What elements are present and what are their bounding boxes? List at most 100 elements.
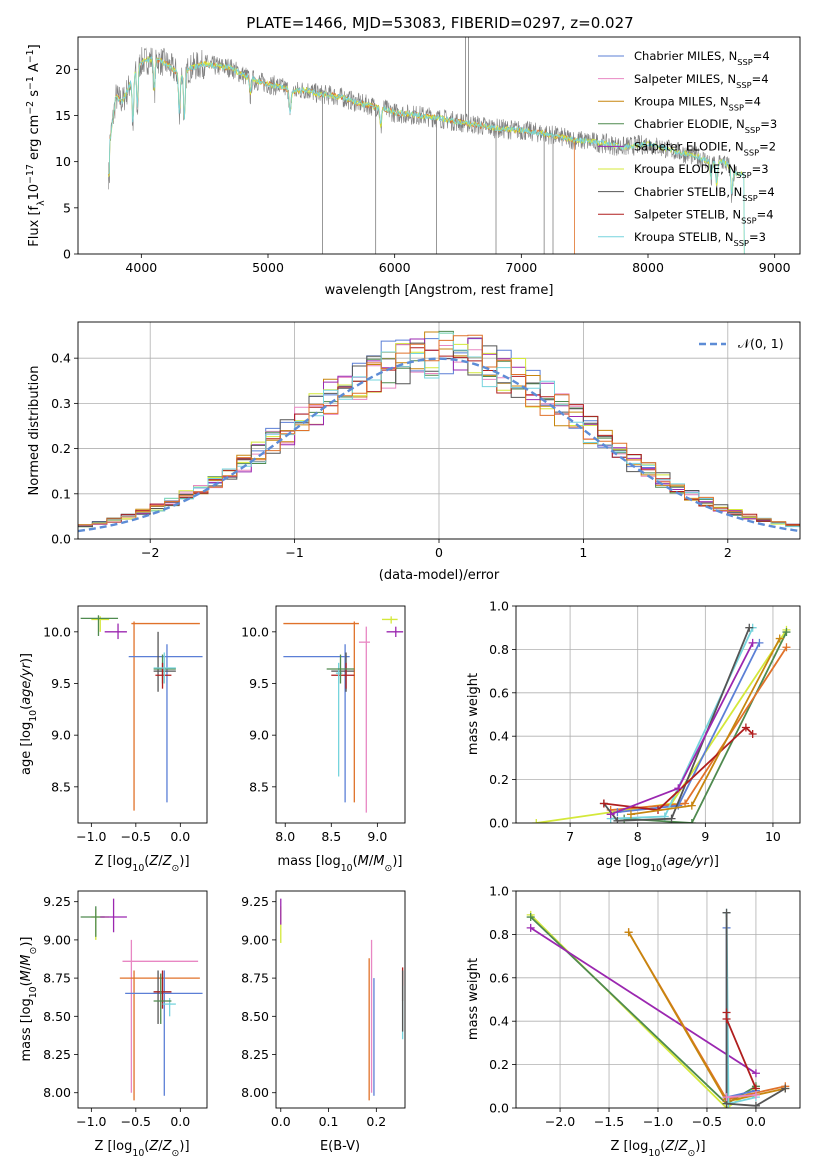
- axes-frame: [275, 890, 406, 1109]
- plot-area: [283, 616, 404, 813]
- legend-label: 𝒩(0, 1): [738, 336, 784, 351]
- axes-frame: [77, 36, 801, 255]
- x-axis-label: (data-model)/error: [379, 568, 500, 583]
- model-spectrum-line: [108, 56, 745, 254]
- legend-label: Salpeter ELODIE, NSSP=2: [634, 140, 776, 158]
- axes-frame: [77, 605, 208, 824]
- mass-weight-marker: [613, 816, 622, 823]
- mass-weight-marker: [532, 819, 541, 823]
- x-tick-label: 8.0: [275, 829, 295, 844]
- x-axis-label: Z [log10(Z/Z⊙)]: [94, 854, 189, 874]
- mass-weight-marker: [781, 1084, 790, 1093]
- y-tick-label: 0.0: [51, 532, 71, 547]
- mass-weight-line: [726, 1094, 756, 1099]
- y-tick-label: 0.2: [51, 441, 71, 456]
- mass-weight-marker: [741, 723, 750, 732]
- y-tick-label: 9.25: [43, 894, 71, 909]
- x-tick-label: 0.0: [170, 1114, 190, 1129]
- mass-weight-marker: [606, 810, 615, 819]
- mass-weight-marker: [687, 819, 696, 823]
- legend-label: Chabrier STELIB, NSSP=4: [634, 185, 775, 203]
- x-tick-label: −1: [285, 545, 303, 560]
- y-tick-label: 8.5: [51, 779, 71, 794]
- y-tick-label: 0.3: [51, 396, 71, 411]
- mass-weight-line: [725, 912, 786, 1107]
- x-tick-label: 0.0: [271, 1114, 291, 1129]
- mass-weight-line: [530, 914, 757, 1108]
- plot-area: [80, 898, 203, 1101]
- y-axis-label: Normed distribution: [27, 366, 42, 496]
- y-tick-label: 8.25: [241, 1047, 269, 1062]
- y-tick-label: 9.5: [249, 676, 269, 691]
- y-tick-label: 0.2: [489, 772, 509, 787]
- plot-area: [280, 898, 404, 1101]
- plot-area: [108, 37, 745, 254]
- x-tick-label: 0.1: [319, 1114, 339, 1129]
- y-tick-label: 0.8: [489, 927, 509, 942]
- x-tick-label: −1.5: [594, 1114, 624, 1129]
- y-tick-label: 8.00: [43, 1085, 71, 1100]
- y-tick-label: 0.0: [489, 1101, 509, 1116]
- y-tick-label: 9.00: [241, 932, 269, 947]
- mass-weight-marker: [626, 810, 635, 819]
- y-tick-label: 8.50: [43, 1009, 71, 1024]
- mass-weight-line: [603, 726, 754, 811]
- mass-vs-metallicity-panel: −1.0 −0.5 0.0 8.00 8.25 8.50 8.75 9.00 9.25 Z [lo…: [19, 890, 208, 1159]
- y-axis-label: mass [log10(M/M⊙)]: [19, 937, 39, 1062]
- legend-label: Kroupa STELIB, NSSP=3: [634, 230, 766, 248]
- plot-area: [78, 330, 800, 533]
- y-tick-label: 10: [55, 154, 71, 169]
- mass-weight-marker: [674, 784, 683, 793]
- legend-label: Chabrier ELODIE, NSSP=3: [634, 117, 777, 135]
- mass-weight-marker: [748, 730, 757, 739]
- x-axis-label: E(B-V): [320, 1139, 360, 1154]
- mass-weight-marker: [722, 1015, 731, 1024]
- legend-label: Salpeter MILES, NSSP=4: [634, 72, 769, 90]
- x-tick-label: 4000: [125, 260, 157, 275]
- mass-weight-marker: [526, 923, 535, 932]
- x-tick-label: 8: [634, 829, 642, 844]
- model-spectrum-line: [108, 55, 745, 254]
- y-tick-label: 8.50: [241, 1009, 269, 1024]
- x-tick-label: −2: [141, 545, 159, 560]
- legend-label: Salpeter STELIB, NSSP=4: [634, 207, 774, 225]
- x-tick-label: 0.2: [366, 1114, 386, 1129]
- y-tick-label: 1.0: [489, 599, 509, 614]
- y-axis-label: mass weight: [466, 673, 481, 755]
- mass-weight-vs-metallicity-panel: −2.0 −1.5 −1.0 −0.5 0.0 0.0 0.2 0.4 0.6 0.8 1.0 Z […: [466, 884, 801, 1159]
- y-tick-label: 0.1: [51, 486, 71, 501]
- y-tick-label: 0: [63, 247, 71, 262]
- mass-weight-line: [725, 927, 757, 1099]
- x-tick-label: 8000: [632, 260, 664, 275]
- age-vs-metallicity-panel: −1.0 −0.5 0.0 8.5 9.0 9.5 10.0 Z [log10(Z/Z⊙)] a…: [19, 605, 208, 874]
- x-tick-label: 5000: [252, 260, 284, 275]
- mass-weight-marker: [751, 1101, 760, 1108]
- y-axis-label: age [log10(age/yr)]: [19, 653, 39, 775]
- x-tick-label: −0.5: [692, 1114, 722, 1129]
- legend-label: Chabrier MILES, NSSP=4: [634, 49, 770, 67]
- x-tick-label: −1.0: [76, 1114, 106, 1129]
- mass-weight-marker: [782, 643, 791, 652]
- y-tick-label: 0.8: [489, 642, 509, 657]
- x-tick-label: 10: [765, 829, 781, 844]
- x-axis-label: Z [log10(Z/Z⊙)]: [610, 1139, 705, 1159]
- y-tick-label: 0.4: [489, 1014, 509, 1029]
- y-tick-label: 0.6: [489, 685, 509, 700]
- y-tick-label: 8.25: [43, 1047, 71, 1062]
- x-axis-label: wavelength [Angstrom, rest frame]: [325, 283, 554, 298]
- mass-weight-line: [530, 927, 757, 1075]
- y-tick-label: 10.0: [241, 624, 269, 639]
- mass-weight-line: [530, 916, 757, 1105]
- residual-histogram-panel: −2 −1 0 1 2 0.0 0.1 0.2 0.3 0.4 𝒩(0, 1) (data-model…: [27, 321, 801, 583]
- x-axis-label: mass [log10(M/M⊙)]: [278, 854, 403, 874]
- y-tick-label: 1.0: [489, 884, 509, 899]
- y-tick-label: 8.5: [249, 779, 269, 794]
- axes-frame: [275, 605, 406, 824]
- x-tick-label: 8.5: [321, 829, 341, 844]
- mass-weight-marker: [782, 628, 791, 637]
- y-tick-label: 0.6: [489, 970, 509, 985]
- mass-vs-extinction-panel: 0.0 0.1 0.2 8.00 8.25 8.50 8.75 9.00 9.25 E(B-V): [241, 890, 406, 1154]
- y-tick-label: 0.4: [489, 729, 509, 744]
- legend-label: Kroupa MILES, NSSP=4: [634, 94, 761, 112]
- mass-weight-marker: [667, 814, 676, 823]
